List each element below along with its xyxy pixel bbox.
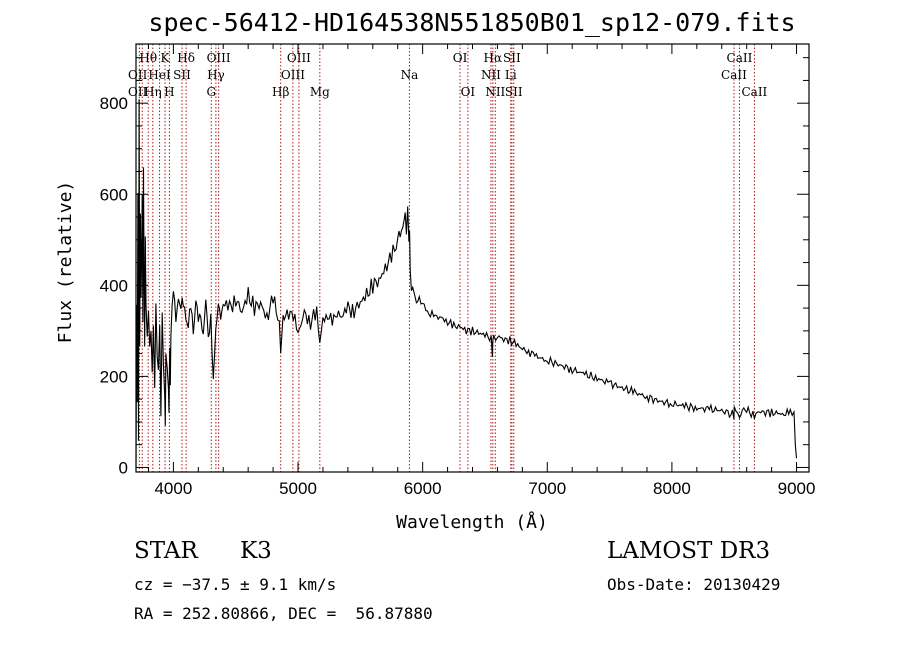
spectral-line-label: Mg <box>310 85 330 99</box>
spectral-line-label: Hη <box>144 85 162 99</box>
y-tick-label: 200 <box>100 367 128 386</box>
x-tick-label: 9000 <box>778 479 816 498</box>
spectral-line-label: Li <box>505 68 517 82</box>
spectral-line-label: SII <box>505 85 523 99</box>
chart-title: spec-56412-HD164538N551850B01_sp12-079.f… <box>148 8 795 37</box>
spectral-line-label: Hα <box>484 51 503 65</box>
x-tick-label: 8000 <box>653 479 691 498</box>
x-tick-label: 5000 <box>279 479 317 498</box>
object-subclass: K3 <box>240 538 272 564</box>
spectral-line-label: OII <box>128 85 148 99</box>
spectral-line-label: Hθ <box>139 51 157 65</box>
survey-name: LAMOST DR3 <box>607 538 771 564</box>
spectral-line-label: OIII <box>281 68 305 82</box>
spectral-line-label: CaII <box>741 85 767 99</box>
spectral-line-label: Hβ <box>272 85 289 99</box>
spectral-line-label: SII <box>173 68 191 82</box>
y-axis-label: Flux (relative) <box>55 181 76 344</box>
x-axis-label: Wavelength (Å) <box>396 511 548 533</box>
spectral-line-label: SII <box>503 51 521 65</box>
spectral-line-label: G <box>206 85 216 99</box>
plot-frame <box>135 43 810 473</box>
redshift-text: cz = −37.5 ± 9.1 km/s <box>134 575 337 594</box>
spectral-line-label: OI <box>453 51 468 65</box>
y-tick-label: 800 <box>100 94 128 113</box>
spectral-line-label: H <box>164 85 174 99</box>
spectral-line-label: K <box>161 51 171 65</box>
spectral-line-label: OIII <box>207 51 231 65</box>
spectral-line-label: OI <box>461 85 476 99</box>
spectral-line-label: Na <box>401 68 419 82</box>
spectrum-line <box>135 99 798 468</box>
spectral-line-markers <box>138 44 755 472</box>
spectral-line-label: CaII <box>721 68 747 82</box>
obs-date-text: Obs-Date: 20130429 <box>607 575 781 594</box>
y-tick-label: 400 <box>100 276 128 295</box>
spectral-line-labels: OII OII Hθ Hη HeI K H SII Hδ G Hγ OIII Hβ OIII OIII Mg N… <box>128 51 768 99</box>
y-tick-label: 0 <box>119 458 128 477</box>
x-tick-label: 6000 <box>404 479 442 498</box>
spectral-line-label: CaII <box>727 51 753 65</box>
spectral-line-label: HeI <box>148 68 171 82</box>
spectral-line-label: OII <box>128 68 148 82</box>
x-tick-label: 4000 <box>154 479 192 498</box>
object-class: STAR <box>134 538 198 564</box>
spectral-line-label: NII <box>485 85 505 99</box>
coordinates-text: RA = 252.80866, DEC = 56.87880 <box>134 604 433 623</box>
spectral-line-label: NII <box>481 68 501 82</box>
spectral-line-label: OIII <box>287 51 311 65</box>
axis-tick-labels: 4000 5000 6000 7000 8000 9000 0 200 400 600 800 <box>100 94 816 498</box>
spectral-line-label: Hγ <box>207 68 225 82</box>
spectral-line-label: Hδ <box>177 51 195 65</box>
x-tick-label: 7000 <box>528 479 566 498</box>
y-tick-label: 600 <box>100 185 128 204</box>
